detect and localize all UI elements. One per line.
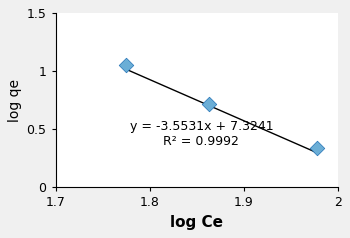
Point [123,63,129,67]
Text: y = -3.5531x + 7.3241
R² = 0.9992: y = -3.5531x + 7.3241 R² = 0.9992 [130,120,273,148]
Y-axis label: log qe: log qe [8,79,22,122]
Point [314,146,320,150]
X-axis label: log Ce: log Ce [170,215,223,230]
Point [206,102,212,106]
